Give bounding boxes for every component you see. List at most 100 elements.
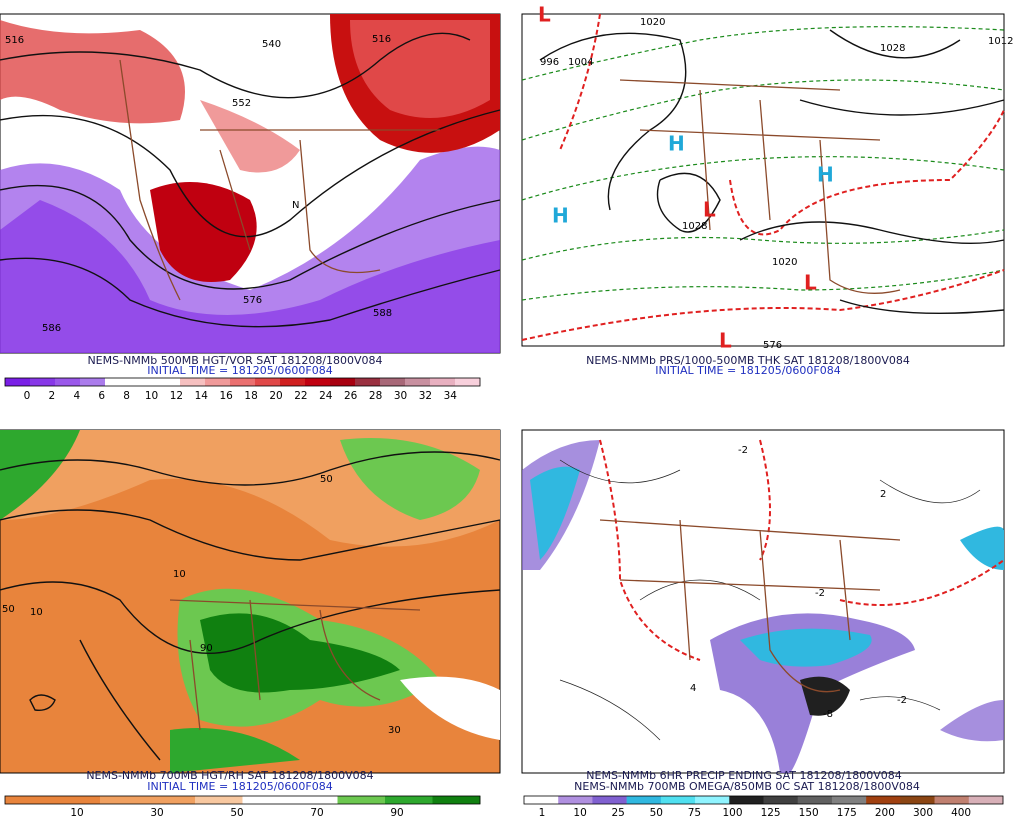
colorbar-segment [405, 378, 431, 386]
colorbar-segment [385, 796, 433, 804]
colorbar-segment [455, 378, 481, 386]
colorbar-segment [763, 796, 799, 804]
contour-label: 540 [262, 39, 281, 50]
colorbar-segment [5, 378, 31, 386]
colorbar-segment [80, 378, 106, 386]
colorbar-label: 50 [650, 807, 663, 819]
colorbar-label: 300 [913, 807, 933, 819]
colorbar-segment [155, 378, 181, 386]
colorbar-segment [968, 796, 1004, 804]
caption: NEMS-NMMb 700MB HGT/RH SAT 181208/1800V0… [86, 769, 373, 782]
colorbar-label: 175 [837, 807, 857, 819]
colorbar-segment [626, 796, 662, 804]
contour-label: 516 [372, 34, 391, 45]
colorbar-label: 24 [319, 390, 333, 402]
colorbar-label: 22 [294, 390, 307, 402]
colorbar-frame [4, 795, 481, 805]
colorbar-segment [432, 796, 481, 804]
colorbar-segment [205, 378, 231, 386]
colorbar-label: 30 [150, 807, 163, 819]
colorbar-label: 1 [539, 807, 546, 819]
colorbar-label: 10 [145, 390, 158, 402]
colorbar-segment [100, 796, 148, 804]
colorbar-label: 14 [195, 390, 209, 402]
contour-label: 576 [243, 295, 262, 306]
high-marker: H [817, 163, 834, 187]
colorbar-segment [355, 378, 381, 386]
contour-label: 2 [880, 489, 886, 500]
colorbar-label: 12 [170, 390, 183, 402]
colorbar-label: 6 [98, 390, 105, 402]
caption: NEMS-NMMb 6HR PRECIP ENDING SAT 181208/1… [586, 769, 901, 782]
colorbar-label: 100 [722, 807, 742, 819]
colorbar-label: 90 [390, 807, 403, 819]
colorbar-label: 200 [875, 807, 895, 819]
colorbar-frame [4, 377, 481, 387]
colorbar-segment [797, 796, 833, 804]
colorbar-segment [866, 796, 901, 804]
contour-label: 588 [373, 308, 392, 319]
colorbar-segment [130, 378, 156, 386]
colorbar-label: 20 [269, 390, 282, 402]
colorbar-segment [195, 796, 243, 804]
colorbar-segment [55, 378, 81, 386]
colorbar-label: 34 [444, 390, 458, 402]
contour-label: 996 [540, 57, 559, 68]
colorbar-segment [934, 796, 970, 804]
caption: INITIAL TIME = 181205/0600F084 [655, 364, 840, 377]
contour-label: 1028 [880, 43, 905, 54]
map-panel: -2 -2 2 -2 4 -8 NEMS-NMMb 6HR PRECIP END… [521, 429, 1005, 819]
caption: INITIAL TIME = 181205/0600F084 [147, 364, 332, 377]
map-panel: 516 540 516 552 576 588 586 N NEMS-NMMb … [0, 13, 501, 402]
contour-label: 50 [2, 604, 15, 615]
contour-label: 30 [388, 725, 401, 736]
caption: NEMS-NMMb PRS/1000-500MB THK SAT 181208/… [586, 354, 910, 367]
colorbar-segment [695, 796, 730, 804]
colorbar-segment [524, 796, 559, 804]
contour-label: -2 [738, 445, 748, 456]
colorbar-segment [280, 378, 306, 386]
contour-label: 10 [30, 607, 43, 618]
colorbar-label: 32 [419, 390, 432, 402]
colorbar-segment [305, 378, 331, 386]
low-marker: L [804, 271, 817, 295]
colorbar-segment [105, 378, 131, 386]
contour-label: 516 [5, 35, 24, 46]
contour-label: 1020 [772, 257, 797, 268]
contour-label: -2 [897, 695, 907, 706]
caption: NEMS-NMMb 700MB OMEGA/850MB 0C SAT 18120… [574, 780, 920, 793]
colorbar-label: 8 [123, 390, 130, 402]
contour-label: 50 [320, 474, 333, 485]
colorbar-label: 150 [799, 807, 819, 819]
contour-label: 576 [763, 340, 782, 351]
colorbar-segment [592, 796, 627, 804]
colorbar-segment [290, 796, 338, 804]
colorbar-label: 16 [220, 390, 234, 402]
high-marker: H [668, 132, 685, 156]
contour-label: 1028 [682, 221, 707, 232]
colorbar-segment [660, 796, 696, 804]
colorbar-label: 50 [230, 807, 243, 819]
contour-label: -2 [815, 588, 825, 599]
colorbar-segment [380, 378, 406, 386]
contour-label: 1020 [640, 17, 665, 28]
contour-label: 552 [232, 98, 251, 109]
contour-label: 1012 [988, 36, 1013, 47]
colorbar-segment [147, 796, 196, 804]
high-marker: H [552, 204, 569, 228]
colorbar-segment [242, 796, 291, 804]
colorbar-label: 70 [310, 807, 323, 819]
colorbar-segment [5, 796, 53, 804]
colorbar-label: 75 [688, 807, 701, 819]
colorbar: 0 2 4 6 8 10 12 14 16 18 20 22 24 26 28 30 32 34 [4, 377, 481, 402]
colorbar-label: 2 [49, 390, 56, 402]
colorbar-segment [729, 796, 764, 804]
colorbar: 1 10 25 50 75 100 125 150 175 200 300 400 [523, 795, 1004, 819]
colorbar-label: 30 [394, 390, 407, 402]
colorbar-label: 0 [24, 390, 31, 402]
colorbar-label: 28 [369, 390, 382, 402]
colorbar: 10 30 50 70 90 [4, 795, 481, 819]
colorbar-segment [831, 796, 867, 804]
low-marker: L [538, 3, 551, 27]
